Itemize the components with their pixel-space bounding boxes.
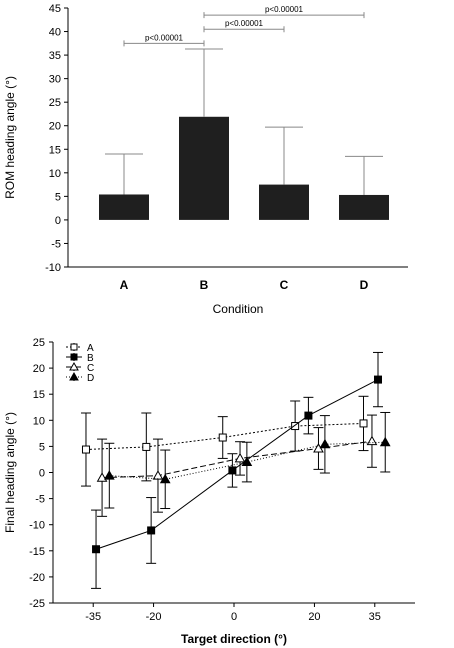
data-point-a [291, 422, 300, 431]
y-tick-label: 10 [33, 415, 45, 427]
data-point-a [359, 419, 368, 428]
series-b [91, 351, 383, 589]
bar-y-axis-ticks: -10 -5 0 5 10 15 20 25 30 35 40 45 [45, 3, 68, 274]
line-axes [52, 342, 415, 604]
significance-label: p<0.00001 [225, 19, 264, 28]
legend-marker-d [69, 371, 79, 381]
line-chart: -25 -20 -15 -10 -5 0 5 10 15 20 25 -35 -20 0 20 35 ABC… [3, 337, 415, 646]
y-tick-label: 25 [33, 337, 45, 349]
legend-label-d: D [87, 373, 94, 384]
y-tick-label: -5 [51, 238, 61, 250]
y-tick-label: -10 [29, 520, 45, 532]
bar-category-labels: A B C D [120, 278, 369, 292]
data-point-b [373, 375, 382, 384]
y-tick-label: 35 [49, 50, 61, 62]
data-point-a [218, 433, 227, 442]
legend-label-b: B [87, 353, 94, 364]
y-tick-label: 15 [33, 389, 45, 401]
data-point-d [319, 438, 331, 449]
series-c [96, 414, 378, 517]
x-tick-label: -20 [146, 611, 162, 623]
y-tick-label: 45 [49, 3, 61, 15]
bars [99, 116, 389, 220]
line-x-axis-ticks: -35 -20 0 20 35 [85, 603, 381, 623]
data-point-d [159, 473, 171, 484]
bar-x-axis-title: Condition [213, 302, 264, 316]
data-point-d [103, 470, 115, 480]
category-label-b: B [200, 278, 209, 292]
bar-b [179, 116, 229, 220]
data-point-b [92, 545, 101, 554]
category-label-a: A [120, 278, 129, 292]
y-tick-label: -25 [29, 598, 45, 610]
x-tick-label: 35 [369, 611, 381, 623]
y-tick-label: -10 [45, 262, 61, 274]
category-label-d: D [360, 278, 369, 292]
data-point-b [304, 411, 313, 420]
line-x-axis-title: Target direction (°) [181, 632, 287, 646]
significance-label: p<0.00001 [145, 33, 184, 42]
x-tick-label: 20 [308, 611, 320, 623]
line-y-axis-title: Final heading angle (°) [3, 412, 17, 533]
data-point-d [241, 456, 253, 467]
y-tick-label: 10 [49, 168, 61, 180]
data-point-c [366, 435, 378, 446]
y-tick-label: 40 [49, 27, 61, 39]
legend-marker-c [69, 361, 79, 371]
legend-label-a: A [87, 343, 94, 354]
y-tick-label: 0 [55, 215, 61, 227]
legend-label-c: C [87, 363, 94, 374]
line-y-axis-ticks: -25 -20 -15 -10 -5 0 5 10 15 20 25 [29, 337, 53, 610]
data-point-c [234, 452, 246, 463]
bar-axes [67, 8, 408, 268]
data-point-a [81, 445, 90, 454]
y-tick-label: 20 [33, 363, 45, 375]
x-tick-label: -35 [85, 611, 101, 623]
y-tick-label: 0 [39, 468, 45, 480]
data-point-a [142, 442, 151, 451]
y-tick-label: 25 [49, 97, 61, 109]
y-tick-label: 30 [49, 74, 61, 86]
bar-y-axis-title: ROM heading angle (°) [3, 76, 17, 199]
line-series [80, 351, 391, 589]
bar-c [259, 184, 309, 220]
series-d [103, 411, 391, 510]
y-tick-label: -15 [29, 546, 45, 558]
y-tick-label: 5 [55, 191, 61, 203]
legend-marker-a [70, 343, 78, 351]
bar-d [339, 194, 389, 220]
series-a [80, 395, 369, 487]
y-tick-label: 15 [49, 144, 61, 156]
significance-label: p<0.00001 [265, 5, 304, 14]
y-tick-label: -5 [35, 494, 45, 506]
bar-error-bars [105, 48, 383, 195]
y-tick-label: 20 [49, 121, 61, 133]
y-tick-label: 5 [39, 441, 45, 453]
x-tick-label: 0 [231, 611, 237, 623]
bar-a [99, 194, 149, 220]
data-point-d [379, 436, 391, 447]
legend-marker-b [70, 353, 78, 361]
y-tick-label: -20 [29, 572, 45, 584]
data-point-b [228, 466, 237, 475]
data-point-b [147, 526, 156, 535]
category-label-c: C [280, 278, 289, 292]
